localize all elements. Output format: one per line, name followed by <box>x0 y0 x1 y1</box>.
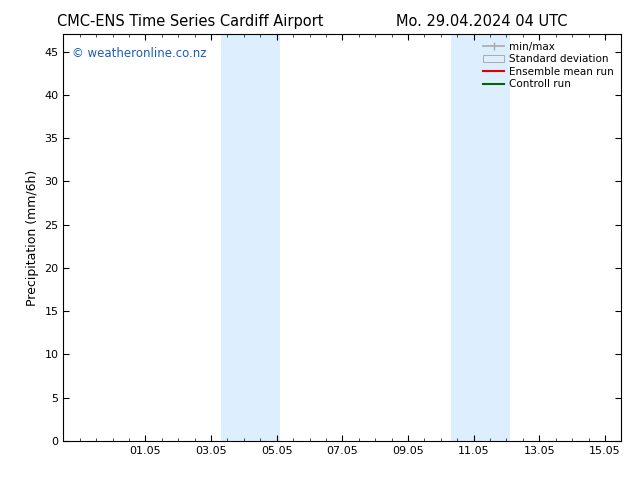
Text: CMC-ENS Time Series Cardiff Airport: CMC-ENS Time Series Cardiff Airport <box>57 14 323 29</box>
Legend: min/max, Standard deviation, Ensemble mean run, Controll run: min/max, Standard deviation, Ensemble me… <box>481 40 616 92</box>
Bar <box>451 34 510 441</box>
Text: Mo. 29.04.2024 04 UTC: Mo. 29.04.2024 04 UTC <box>396 14 567 29</box>
Y-axis label: Precipitation (mm/6h): Precipitation (mm/6h) <box>26 170 39 306</box>
Bar <box>221 34 280 441</box>
Text: © weatheronline.co.nz: © weatheronline.co.nz <box>72 47 206 59</box>
